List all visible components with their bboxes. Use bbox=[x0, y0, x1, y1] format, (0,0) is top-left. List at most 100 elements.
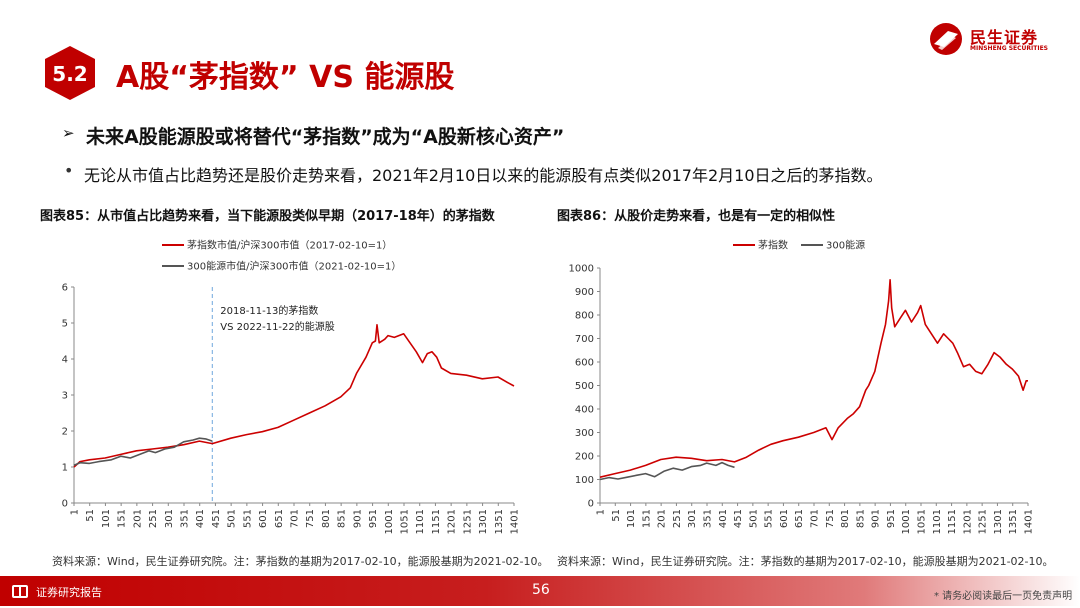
figure-86-source: 资料来源：Wind，民生证券研究院。注：茅指数的基期为2017-02-10，能源… bbox=[557, 555, 1054, 568]
x-tick-label: 901 bbox=[352, 509, 363, 528]
x-tick-label: 701 bbox=[810, 509, 821, 528]
x-tick-label: 601 bbox=[779, 509, 790, 528]
disclaimer: * 请务必阅读最后一页免责声明 bbox=[934, 591, 1073, 602]
x-tick-label: 151 bbox=[641, 509, 652, 528]
y-tick-label: 700 bbox=[575, 334, 594, 345]
x-tick-label: 551 bbox=[764, 509, 775, 528]
footer-label: 证券研究报告 bbox=[36, 586, 102, 599]
x-tick-label: 51 bbox=[611, 509, 622, 522]
y-tick-label: 800 bbox=[575, 311, 594, 322]
series-line-1 bbox=[73, 437, 213, 466]
series-line-0 bbox=[599, 279, 1028, 478]
x-tick-label: 651 bbox=[794, 509, 805, 528]
y-tick-label: 400 bbox=[575, 405, 594, 416]
x-tick-label: 451 bbox=[211, 509, 222, 528]
x-tick-label: 1351 bbox=[1008, 509, 1019, 534]
x-tick-label: 951 bbox=[886, 509, 897, 528]
x-tick-label: 1301 bbox=[993, 509, 1004, 534]
x-tick-label: 1201 bbox=[447, 509, 458, 534]
x-tick-label: 801 bbox=[321, 509, 332, 528]
x-tick-label: 301 bbox=[687, 509, 698, 528]
footer-bar bbox=[0, 576, 1080, 606]
section-badge: 5.2 bbox=[42, 44, 98, 102]
x-tick-label: 1001 bbox=[901, 509, 912, 534]
x-tick-label: 1301 bbox=[478, 509, 489, 534]
x-tick-label: 501 bbox=[748, 509, 759, 528]
y-tick-label: 6 bbox=[62, 283, 68, 294]
y-tick-label: 0 bbox=[588, 499, 594, 510]
x-tick-label: 1251 bbox=[978, 509, 989, 534]
annotation-text: VS 2022-11-22的能源股 bbox=[220, 320, 334, 333]
x-tick-label: 851 bbox=[855, 509, 866, 528]
book-icon bbox=[12, 585, 28, 598]
x-tick-label: 1151 bbox=[947, 509, 958, 534]
page-number: 56 bbox=[532, 582, 550, 598]
figure-86-title: 图表86：从股价走势来看，也是有一定的相似性 bbox=[557, 209, 836, 224]
x-tick-label: 701 bbox=[290, 509, 301, 528]
bullet-icon: • bbox=[64, 161, 74, 180]
y-tick-label: 500 bbox=[575, 381, 594, 392]
x-tick-label: 401 bbox=[718, 509, 729, 528]
x-tick-label: 751 bbox=[825, 509, 836, 528]
x-tick-label: 1 bbox=[70, 509, 81, 515]
bullet-text: 无论从市值占比趋势还是股价走势来看，2021年2月10日以来的能源股有点类似20… bbox=[84, 166, 883, 185]
x-tick-label: 1 bbox=[596, 509, 607, 515]
legend-label-1: 300能源 bbox=[826, 239, 865, 252]
legend-label-0: 茅指数市值/沪深300市值（2017-02-10=1） bbox=[187, 239, 392, 252]
x-tick-label: 1001 bbox=[384, 509, 395, 534]
brand-mark-icon bbox=[930, 23, 962, 55]
x-tick-label: 1351 bbox=[494, 509, 505, 534]
section-title: A股“茅指数” VS 能源股 bbox=[116, 60, 455, 95]
x-tick-label: 551 bbox=[242, 509, 253, 528]
x-tick-label: 851 bbox=[337, 509, 348, 528]
x-tick-label: 801 bbox=[840, 509, 851, 528]
y-tick-label: 0 bbox=[62, 499, 68, 510]
x-tick-label: 751 bbox=[305, 509, 316, 528]
figure-85-source: 资料来源：Wind，民生证券研究院。注：茅指数的基期为2017-02-10，能源… bbox=[52, 555, 549, 568]
x-tick-label: 1251 bbox=[462, 509, 473, 534]
x-tick-label: 601 bbox=[258, 509, 269, 528]
x-tick-label: 1401 bbox=[510, 509, 521, 534]
x-tick-label: 1101 bbox=[932, 509, 943, 534]
x-tick-label: 101 bbox=[626, 509, 637, 528]
y-tick-label: 600 bbox=[575, 358, 594, 369]
y-tick-label: 100 bbox=[575, 475, 594, 486]
x-tick-label: 651 bbox=[274, 509, 285, 528]
y-tick-label: 1 bbox=[62, 463, 68, 474]
footer: 证券研究报告 56 * 请务必阅读最后一页免责声明 bbox=[0, 576, 1080, 608]
y-tick-label: 200 bbox=[575, 452, 594, 463]
x-tick-label: 351 bbox=[703, 509, 714, 528]
x-tick-label: 351 bbox=[180, 509, 191, 528]
key-point: 未来A股能源股或将替代“茅指数”成为“A股新核心资产” bbox=[86, 126, 565, 148]
brand-name: 民生证券 bbox=[970, 28, 1039, 47]
x-tick-label: 401 bbox=[195, 509, 206, 528]
x-tick-label: 1051 bbox=[400, 509, 411, 534]
x-tick-label: 251 bbox=[672, 509, 683, 528]
brand-logo: 民生证券 MINSHENG SECURITIES bbox=[928, 22, 1058, 56]
point-arrow-icon: ➢ bbox=[62, 124, 75, 142]
y-tick-label: 900 bbox=[575, 287, 594, 298]
y-tick-label: 300 bbox=[575, 428, 594, 439]
x-tick-label: 301 bbox=[164, 509, 175, 528]
brand-sub: MINSHENG SECURITIES bbox=[970, 45, 1048, 52]
series-line-1 bbox=[599, 461, 735, 481]
y-tick-label: 1000 bbox=[569, 264, 594, 275]
legend-label-0: 茅指数 bbox=[758, 239, 788, 252]
x-tick-label: 1051 bbox=[917, 509, 928, 534]
x-tick-label: 201 bbox=[132, 509, 143, 528]
x-tick-label: 101 bbox=[101, 509, 112, 528]
y-tick-label: 3 bbox=[62, 391, 68, 402]
x-tick-label: 1201 bbox=[962, 509, 973, 534]
figure-85-title: 图表85：从市值占比趋势来看，当下能源股类似早期（2017-18年）的茅指数 bbox=[40, 209, 495, 224]
x-tick-label: 951 bbox=[368, 509, 379, 528]
x-tick-label: 1401 bbox=[1024, 509, 1035, 534]
x-tick-label: 901 bbox=[871, 509, 882, 528]
x-tick-label: 151 bbox=[117, 509, 128, 528]
legend-label-1: 300能源市值/沪深300市值（2021-02-10=1） bbox=[187, 260, 401, 273]
y-tick-label: 5 bbox=[62, 319, 68, 330]
x-tick-label: 1151 bbox=[431, 509, 442, 534]
section-number: 5.2 bbox=[52, 62, 87, 86]
annotation-text: 2018-11-13的茅指数 bbox=[220, 304, 318, 317]
